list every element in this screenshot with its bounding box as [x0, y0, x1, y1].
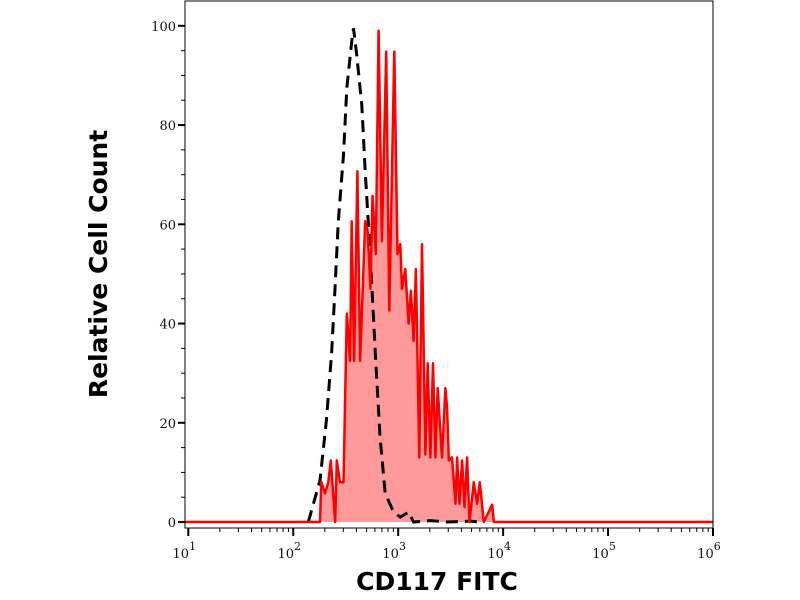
x-tick-label: 101	[173, 540, 197, 562]
stained-series-line	[185, 29, 713, 524]
x-tick-exponent: 3	[399, 540, 406, 553]
x-tick-base: 10	[592, 547, 609, 562]
x-tick-label: 106	[697, 540, 721, 562]
y-tick-label: 40	[159, 318, 176, 333]
y-tick-label: 0	[168, 516, 176, 531]
x-tick-base: 10	[487, 547, 504, 562]
x-tick-label: 105	[592, 540, 616, 562]
y-tick-label: 20	[159, 417, 176, 432]
y-tick-label: 60	[159, 218, 176, 233]
x-tick-exponent: 5	[609, 540, 616, 553]
x-tick-exponent: 4	[504, 540, 511, 553]
plot-area	[185, 28, 713, 524]
x-tick-base: 10	[382, 547, 399, 562]
x-tick-label: 102	[277, 540, 301, 562]
plot-frame	[184, 0, 714, 529]
y-tick-label: 80	[159, 119, 176, 134]
x-tick-label: 103	[382, 540, 406, 562]
x-tick-exponent: 2	[294, 540, 301, 553]
x-tick-base: 10	[277, 547, 294, 562]
x-tick-exponent: 6	[714, 540, 721, 553]
y-tick-label: 100	[151, 20, 176, 35]
x-axis-title: CD117 FITC	[356, 567, 518, 596]
x-tick-label: 104	[487, 540, 511, 562]
control-series-line	[306, 28, 480, 524]
y-axis-title: Relative Cell Count	[84, 130, 113, 398]
x-tick-base: 10	[173, 547, 190, 562]
x-tick-exponent: 1	[189, 540, 196, 553]
x-tick-base: 10	[697, 547, 714, 562]
